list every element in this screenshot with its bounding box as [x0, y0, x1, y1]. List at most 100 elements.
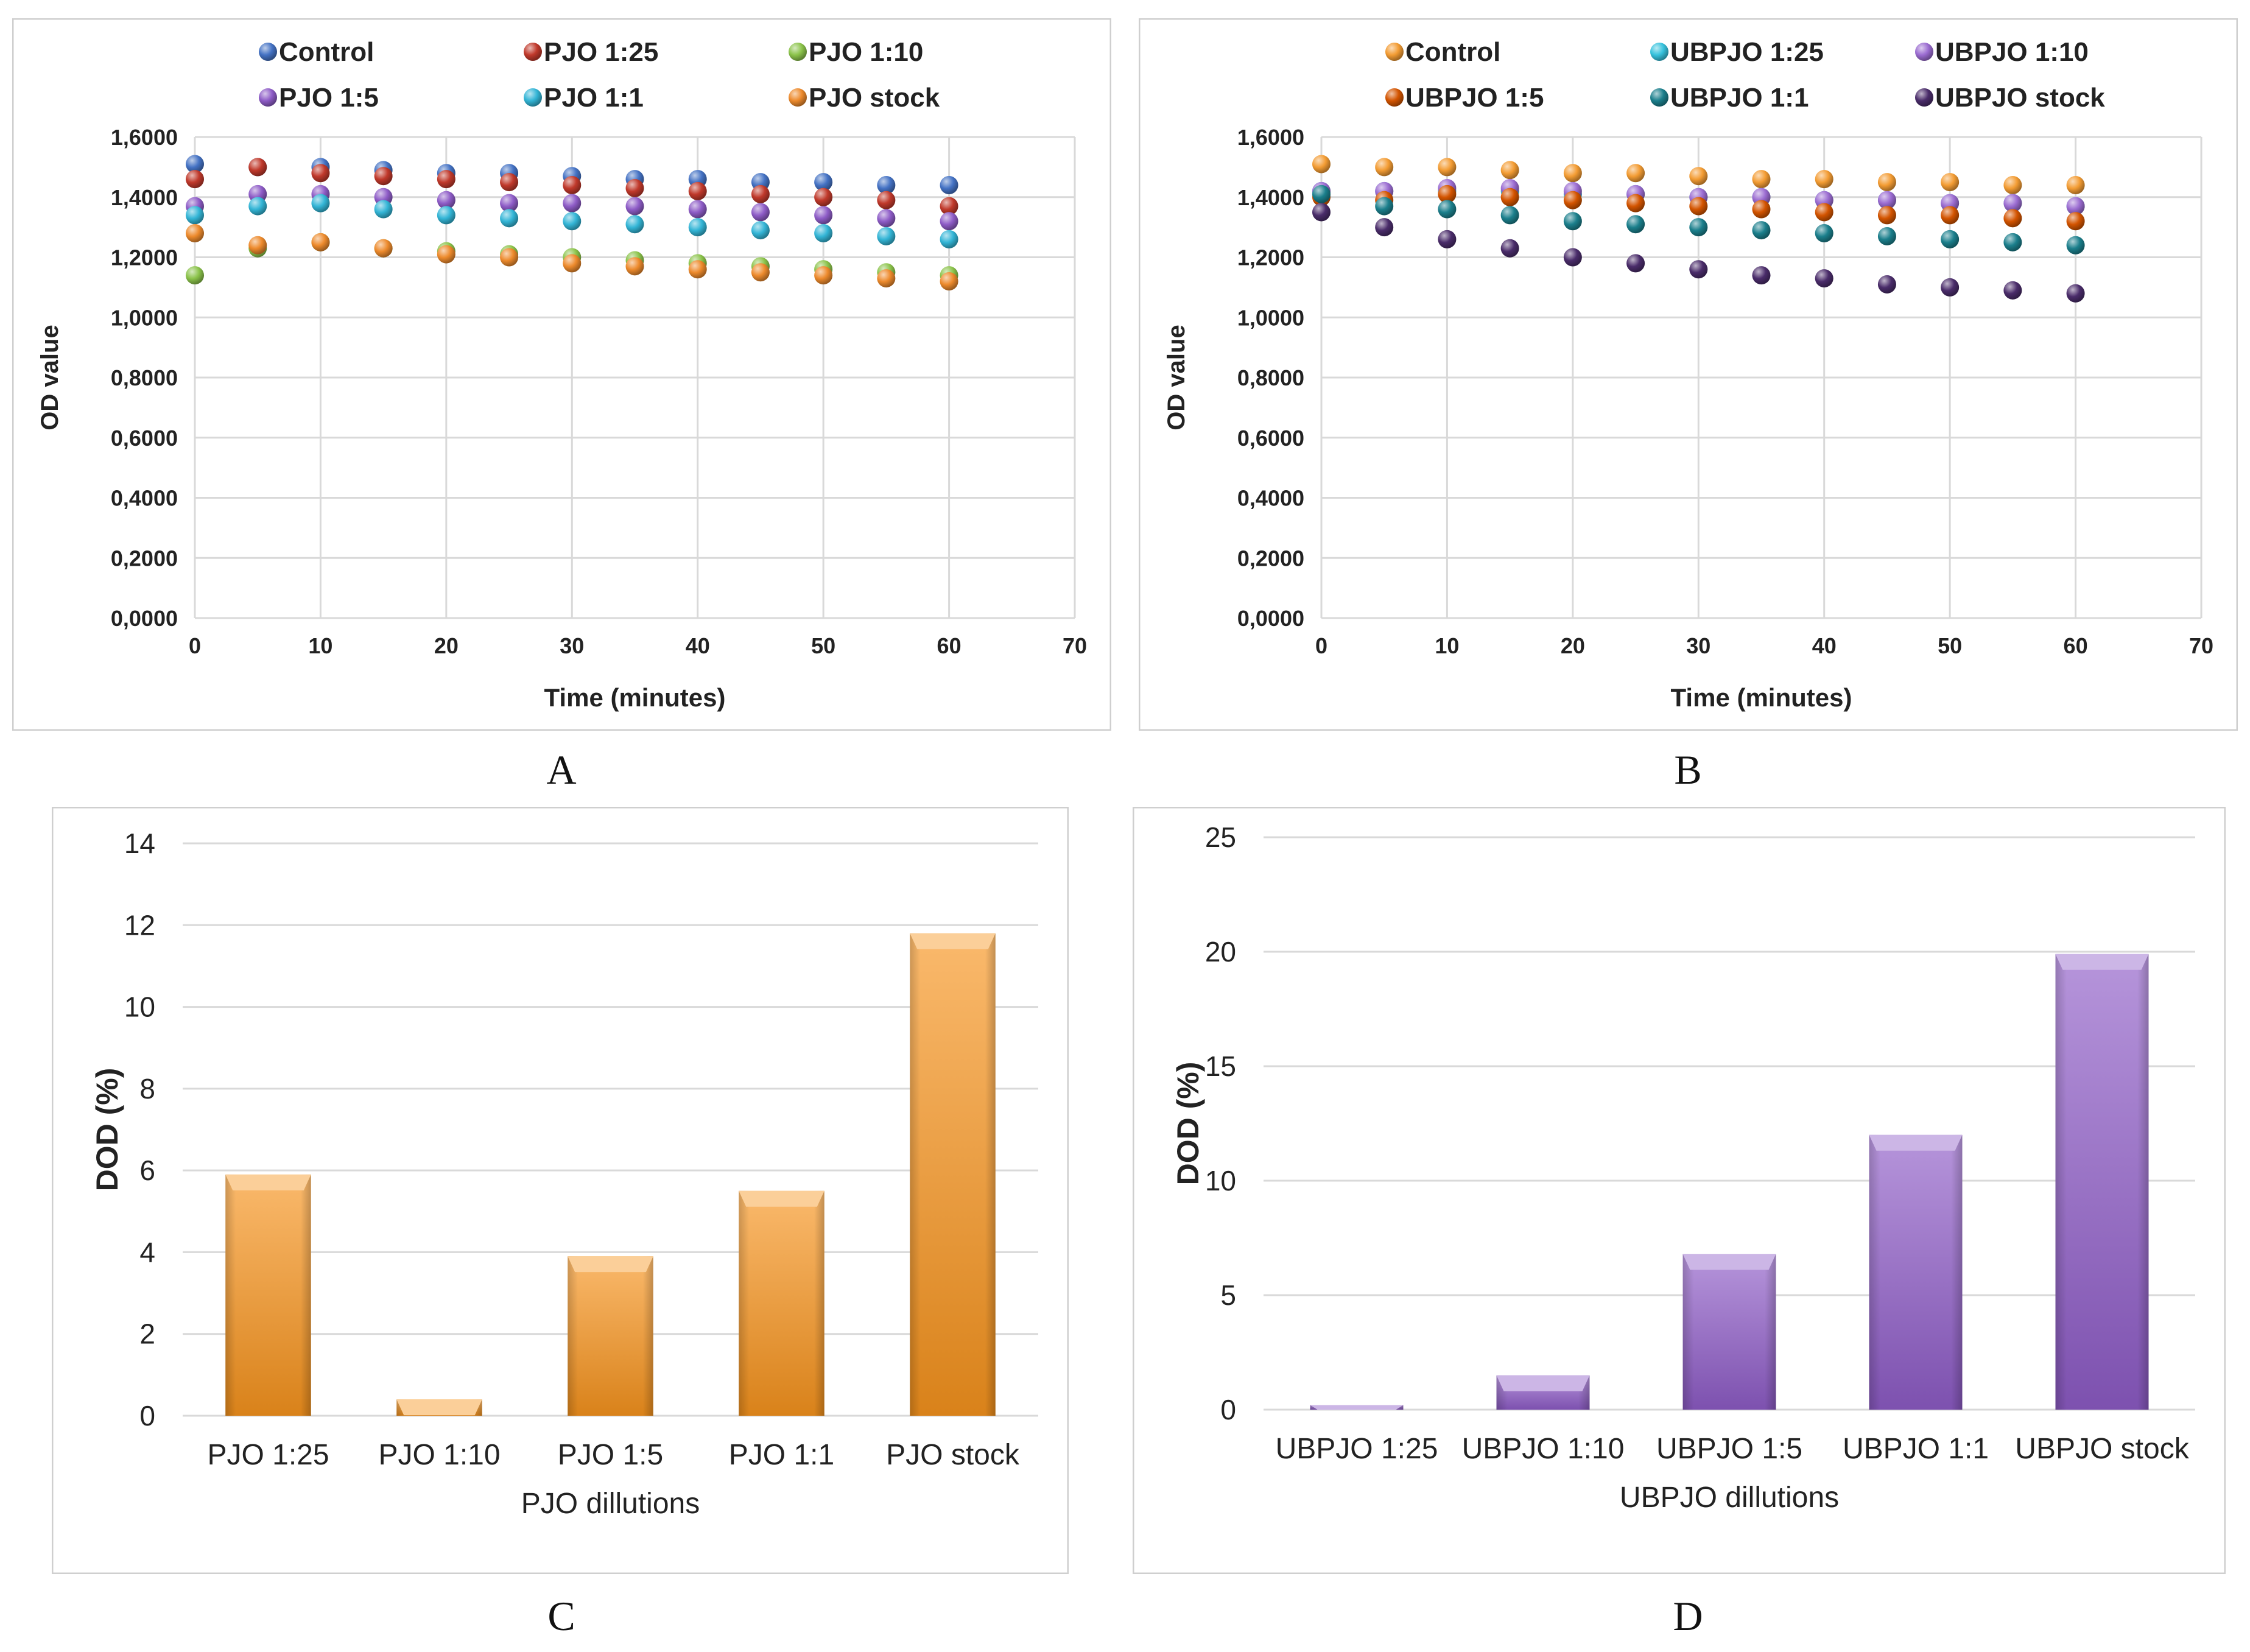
- data-point: [1877, 191, 1896, 209]
- data-point: [1500, 188, 1519, 206]
- data-point: [2003, 281, 2022, 300]
- x-tick-label: 50: [1938, 633, 1962, 658]
- x-tick-label: 60: [2064, 633, 2088, 658]
- legend-label: UBPJO 1:5: [1405, 83, 1544, 113]
- caption-d: D: [1673, 1593, 1703, 1639]
- y-tick-label: 0,6000: [111, 426, 178, 451]
- data-point: [625, 257, 644, 276]
- y-tick-label: 0,2000: [111, 546, 178, 571]
- legend-marker: [259, 88, 277, 107]
- data-point: [2066, 236, 2085, 255]
- chart-panel-a: 0,0000 0,2000 0,4000 0,6000 0,8000 1,0000 1,20…: [12, 18, 1111, 731]
- y-tick-label: 0: [139, 1400, 155, 1432]
- data-point: [814, 266, 833, 285]
- bar-top-bevel: [1869, 1134, 1963, 1151]
- legend-marker: [524, 43, 542, 61]
- x-tick-label: PJO 1:5: [558, 1439, 663, 1471]
- data-point: [1689, 260, 1708, 279]
- y-tick-label: 2: [139, 1318, 155, 1350]
- bar-top-bevel: [1310, 1405, 1404, 1410]
- data-point: [1312, 203, 1331, 222]
- data-point: [877, 176, 896, 194]
- data-point: [2066, 197, 2085, 216]
- bar-shade: [225, 1174, 311, 1416]
- data-point: [500, 248, 519, 267]
- legend-label: PJO 1:25: [544, 37, 658, 67]
- data-point: [1815, 269, 1833, 288]
- y-tick-label: 1,4000: [1237, 185, 1304, 210]
- data-point: [374, 167, 393, 186]
- data-point: [563, 176, 582, 194]
- data-point: [751, 185, 770, 203]
- data-point: [437, 245, 455, 264]
- data-point: [1815, 203, 1833, 222]
- x-tick-label: 60: [937, 633, 962, 658]
- data-point: [814, 173, 833, 192]
- y-tick-label: 10: [1205, 1165, 1236, 1197]
- data-point: [311, 194, 330, 213]
- y-tick-label: 1,2000: [111, 245, 178, 270]
- data-point: [688, 260, 707, 279]
- data-point: [688, 181, 707, 200]
- data-point: [311, 164, 330, 183]
- data-point: [940, 212, 958, 231]
- data-point: [1877, 275, 1896, 293]
- data-point: [940, 230, 958, 248]
- x-tick-label: UBPJO 1:25: [1276, 1433, 1438, 1465]
- y-axis-title: DOD (%): [90, 1068, 124, 1192]
- chart-panel-b: 0,0000 0,2000 0,4000 0,6000 0,8000 1,0000 1,20…: [1139, 18, 2238, 731]
- legend-marker: [1385, 88, 1404, 107]
- data-point: [1815, 170, 1833, 189]
- data-point: [500, 194, 519, 213]
- scatter-chart-a: 0,0000 0,2000 0,4000 0,6000 0,8000 1,0000 1,20…: [12, 18, 1111, 731]
- data-point: [1689, 197, 1708, 216]
- chart-panel-d: 0 5 10 15 20 25 UBPJO 1:25 UBPJO 1:10 UBPJO 1:5 U…: [1133, 807, 2226, 1574]
- x-axis-title: Time (minutes): [544, 683, 726, 712]
- data-point: [563, 212, 582, 231]
- data-point: [1563, 191, 1582, 209]
- y-axis-title: DOD (%): [1171, 1062, 1205, 1186]
- data-point: [2003, 233, 2022, 251]
- data-point: [1689, 218, 1708, 237]
- bar-top-bevel: [2055, 954, 2149, 970]
- chart-frame: [52, 807, 1069, 1574]
- x-tick-label: PJO stock: [886, 1439, 1020, 1471]
- data-point: [1438, 158, 1457, 177]
- data-point: [2003, 176, 2022, 194]
- data-point: [1500, 206, 1519, 225]
- data-point: [1877, 173, 1896, 192]
- x-tick-label: 40: [1812, 633, 1837, 658]
- data-point: [1626, 215, 1645, 234]
- x-tick-label: UBPJO 1:5: [1656, 1433, 1802, 1465]
- data-point: [877, 269, 896, 288]
- legend-label: UBPJO 1:25: [1670, 37, 1824, 67]
- legend-label: PJO 1:5: [279, 83, 379, 113]
- data-point: [1689, 167, 1708, 186]
- data-point: [877, 209, 896, 228]
- data-point: [248, 236, 267, 255]
- y-tick-label: 0,8000: [111, 365, 178, 390]
- data-point: [1752, 170, 1771, 189]
- bar-shade: [910, 933, 996, 1416]
- data-point: [877, 191, 896, 209]
- data-point: [311, 233, 330, 251]
- legend-marker: [1915, 43, 1933, 61]
- y-tick-label: 15: [1205, 1050, 1236, 1082]
- y-tick-label: 0,6000: [1237, 426, 1304, 451]
- x-tick-label: 40: [686, 633, 710, 658]
- data-point: [814, 188, 833, 206]
- data-point: [877, 227, 896, 245]
- y-tick-label: 1,0000: [1237, 305, 1304, 330]
- x-tick-label: 10: [1435, 633, 1459, 658]
- chart-frame: [1133, 807, 2226, 1574]
- bar-top-bevel: [910, 933, 996, 949]
- x-axis-title: UBPJO dillutions: [1620, 1482, 1839, 1514]
- data-point: [1563, 164, 1582, 183]
- bar-top-bevel: [568, 1256, 653, 1273]
- bar-top-bevel: [225, 1174, 311, 1190]
- legend-label: UBPJO 1:10: [1935, 37, 2089, 67]
- x-tick-label: UBPJO stock: [2015, 1433, 2189, 1465]
- y-tick-label: 0,4000: [111, 486, 178, 511]
- x-tick-label: 20: [1561, 633, 1585, 658]
- legend-label: Control: [1405, 37, 1500, 67]
